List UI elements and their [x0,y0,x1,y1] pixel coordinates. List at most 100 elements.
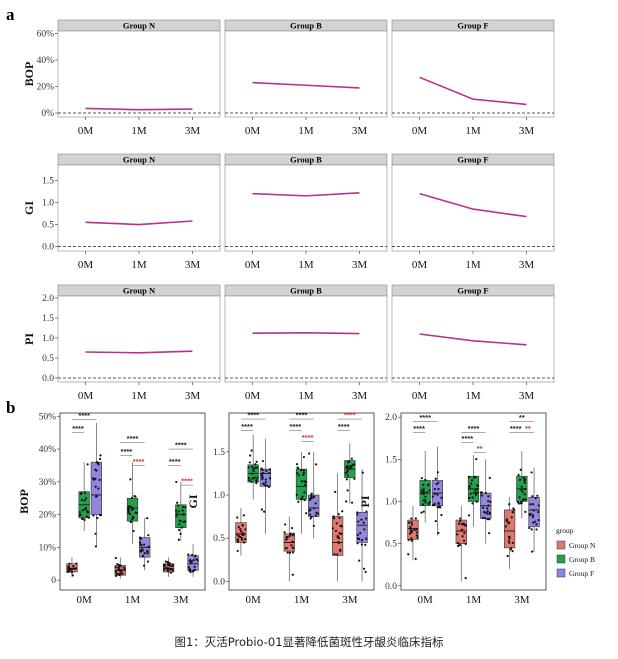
series-line [419,192,527,218]
data-point [129,478,132,481]
data-point [164,560,167,563]
significance-label: **** [302,433,314,442]
x-tick-label: 3M [352,259,368,271]
data-point [70,568,73,571]
data-point [255,460,258,463]
significance-label: **** [78,411,90,420]
facet-title: Group N [123,21,156,31]
data-point [511,550,514,553]
data-point [177,538,180,541]
data-point [304,480,308,484]
data-point [98,457,102,461]
data-point [177,510,180,513]
data-point [187,566,190,569]
data-point [531,495,534,498]
data-point [476,484,479,487]
data-point [130,496,134,500]
data-point [131,518,134,521]
data-point [79,492,82,496]
data-point [345,500,348,503]
data-point [289,532,292,535]
data-point [346,469,349,472]
data-point [256,466,259,469]
facet-panel [224,164,388,252]
data-point [336,534,339,538]
series-line [85,107,193,111]
data-point [334,529,338,532]
data-point [68,570,71,573]
data-point [427,502,430,505]
legend-key-group-b [556,554,566,564]
data-point [171,569,174,572]
data-point [535,523,538,526]
y-tick-label: 1.5 [213,448,225,458]
data-point [132,516,135,519]
data-point [94,495,98,498]
data-point [517,501,520,504]
x-tick-label: 0M [412,125,428,137]
data-point [169,571,173,574]
data-point [365,510,368,513]
data-point [456,541,460,545]
data-point [83,499,86,502]
y-tick-label: 0.5 [42,354,54,364]
data-point [260,508,264,511]
data-point [81,509,84,512]
data-point [256,476,259,479]
data-point [431,495,434,498]
data-point [242,533,245,536]
data-point [176,501,179,504]
panel-b-label: b [6,398,15,417]
data-point [528,514,532,517]
data-point [168,568,171,571]
legend-key-group-f [556,568,566,578]
data-point [414,557,417,560]
data-point [459,517,462,520]
data-point [189,561,192,564]
data-point [264,483,267,487]
data-point [175,515,178,518]
y-tick-label: 1.0 [385,498,397,508]
data-point [255,478,258,482]
data-point [479,491,483,494]
data-point [178,519,181,522]
data-point [468,485,471,488]
data-point [288,551,292,554]
data-point [162,568,166,571]
data-point [357,537,361,541]
data-point [434,477,437,480]
data-point [363,528,366,531]
data-point [286,551,289,554]
data-point [266,484,269,487]
y-tick-label: 20% [39,511,57,521]
data-point [261,476,264,479]
data-point [239,528,242,531]
data-point [283,531,286,534]
data-point [433,492,436,496]
data-point [251,472,254,475]
data-point [312,507,316,510]
data-point [80,498,84,502]
data-point [192,569,196,572]
x-tick-label: 3M [519,125,535,137]
data-point [290,544,293,547]
box [356,511,368,543]
data-point [364,517,368,520]
data-point [508,541,511,544]
data-point [437,481,440,484]
data-point [236,549,239,553]
significance-label: **** [296,411,308,420]
data-point [85,515,89,518]
legend-label: Group N [569,541,596,550]
data-point [244,528,247,531]
data-point [481,506,485,509]
data-point [297,474,300,477]
data-point [86,463,89,466]
data-point [338,516,341,519]
data-point [472,491,475,495]
data-point [72,564,75,568]
data-point [420,511,423,514]
data-point [356,513,359,516]
data-point [241,524,244,527]
